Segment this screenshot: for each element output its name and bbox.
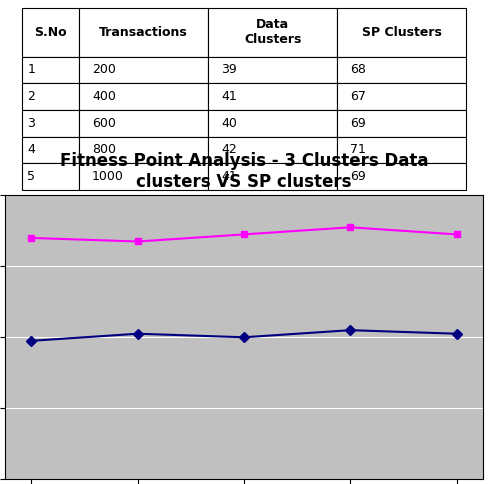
Pattern
Cluster bbox=[454, 231, 460, 237]
Pattern
Cluster bbox=[28, 235, 34, 241]
Data
Clusters bbox=[241, 334, 247, 340]
Data
Clusters bbox=[135, 331, 141, 337]
Line: Data
Clusters: Data Clusters bbox=[28, 327, 460, 344]
Data
Clusters bbox=[28, 338, 34, 344]
Data
Clusters bbox=[454, 331, 460, 337]
Pattern
Cluster bbox=[135, 239, 141, 244]
Line: Pattern
Cluster: Pattern Cluster bbox=[28, 224, 460, 245]
Title: Fitness Point Analysis - 3 Clusters Data
clusters VS SP clusters: Fitness Point Analysis - 3 Clusters Data… bbox=[60, 152, 428, 191]
Data
Clusters bbox=[347, 327, 353, 333]
Pattern
Cluster bbox=[241, 231, 247, 237]
Pattern
Cluster bbox=[347, 225, 353, 230]
